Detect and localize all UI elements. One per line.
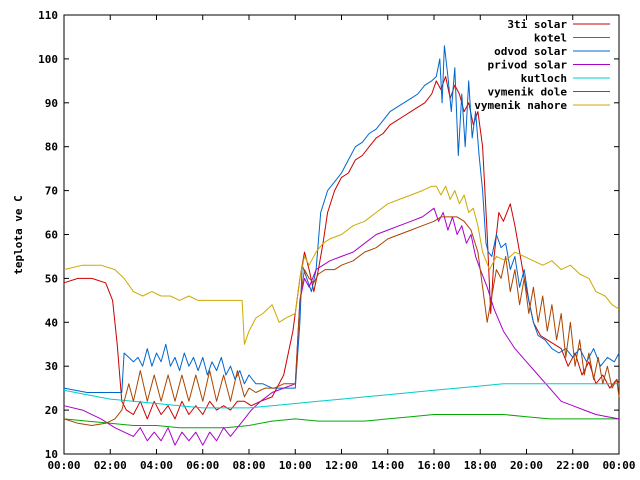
legend-label: 3ti solar bbox=[507, 18, 567, 31]
x-tick-label: 02:00 bbox=[94, 459, 127, 472]
series-line-vymenik-dole bbox=[63, 216, 620, 426]
legend-label: vymenik nahore bbox=[474, 99, 567, 112]
legend-label: kotel bbox=[534, 32, 567, 45]
legend-label: vymenik dole bbox=[488, 86, 568, 99]
y-tick-label: 50 bbox=[45, 272, 58, 285]
y-axis-label: teplota ve C bbox=[12, 195, 25, 274]
y-tick-label: 40 bbox=[45, 316, 58, 329]
x-tick-label: 20:00 bbox=[510, 459, 543, 472]
x-tick-label: 06:00 bbox=[186, 459, 219, 472]
y-tick-label: 20 bbox=[45, 404, 58, 417]
legend-label: kutloch bbox=[521, 72, 567, 85]
series-line-odvod-solar bbox=[63, 45, 620, 393]
x-tick-label: 00:00 bbox=[602, 459, 635, 472]
y-tick-label: 110 bbox=[38, 9, 58, 22]
x-tick-label: 04:00 bbox=[140, 459, 173, 472]
x-tick-label: 12:00 bbox=[325, 459, 358, 472]
x-tick-label: 14:00 bbox=[371, 459, 404, 472]
y-tick-label: 30 bbox=[45, 360, 58, 373]
x-tick-label: 10:00 bbox=[279, 459, 312, 472]
x-tick-label: 08:00 bbox=[232, 459, 265, 472]
series-line-kotel bbox=[63, 414, 619, 429]
legend-label: privod solar bbox=[488, 59, 568, 72]
y-tick-label: 90 bbox=[45, 97, 58, 110]
y-tick-label: 80 bbox=[45, 141, 58, 154]
series-lines bbox=[63, 45, 620, 446]
x-tick-label: 00:00 bbox=[47, 459, 80, 472]
x-tick-label: 18:00 bbox=[464, 459, 497, 472]
y-tick-label: 100 bbox=[38, 53, 58, 66]
legend-label: odvod solar bbox=[494, 45, 567, 58]
y-tick-label: 10 bbox=[45, 448, 58, 461]
x-tick-label: 16:00 bbox=[417, 459, 450, 472]
x-tick-label: 22:00 bbox=[556, 459, 589, 472]
y-tick-label: 70 bbox=[45, 185, 58, 198]
y-tick-label: 60 bbox=[45, 229, 58, 242]
series-line-3ti-solar bbox=[63, 76, 620, 420]
series-line-kutloch bbox=[63, 383, 619, 409]
series-line-privod-solar bbox=[63, 207, 620, 446]
series-line-vymenik-nahore bbox=[63, 185, 620, 345]
axis-ticks: 10 20 30 40 50 60 70 80 90 100 110 00:00 02:00 04:00 0… bbox=[38, 9, 635, 472]
